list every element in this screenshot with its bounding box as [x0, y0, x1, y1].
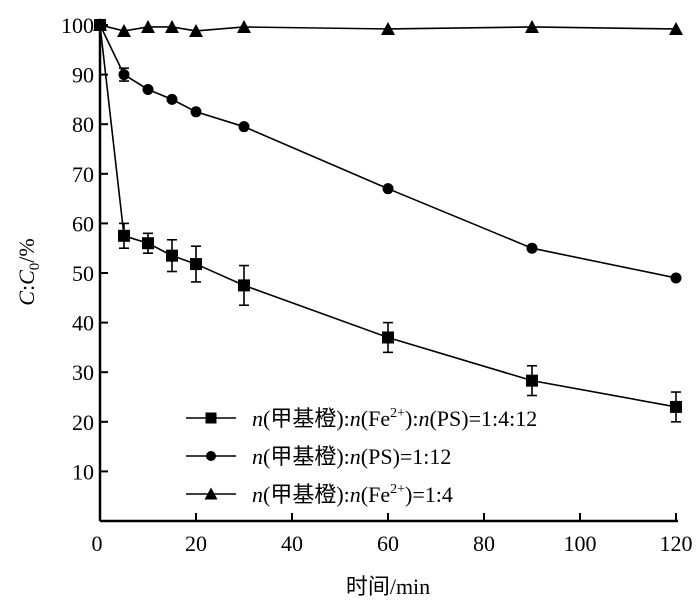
y-tick-label: 60: [72, 211, 94, 236]
triangle-marker: [381, 21, 395, 35]
legend: n(甲基橙):n(Fe2+):n(PS)=1:4:12n(甲基橙):n(PS)=…: [186, 406, 537, 507]
square-marker: [190, 258, 202, 271]
series-line: [99, 24, 677, 279]
x-tick-label: 120: [660, 531, 693, 556]
y-tick-label: 80: [72, 112, 94, 137]
y-tick-label: 90: [72, 63, 94, 88]
series-circle: [94, 19, 682, 284]
circle-marker: [382, 183, 394, 195]
square-marker: [382, 331, 394, 344]
legend-label: n(甲基橙):n(PS)=1:12: [252, 444, 451, 469]
circle-marker: [118, 69, 130, 81]
legend-label: n(甲基橙):n(Fe2+):n(PS)=1:4:12: [252, 406, 537, 431]
x-tick-label: 40: [281, 531, 303, 556]
circle-marker: [206, 451, 216, 461]
x-tick-label: 100: [564, 531, 597, 556]
square-marker: [238, 279, 250, 292]
legend-label-part: 2+: [390, 406, 405, 421]
legend-label-part: n: [350, 406, 361, 431]
legend-label-part: n: [418, 406, 429, 431]
y-tick-label: 100: [61, 13, 94, 38]
legend-label-part: )=1:4: [405, 482, 453, 507]
x-tick-label: 20: [185, 531, 207, 556]
legend-label-part: (甲基橙):: [263, 406, 350, 431]
legend-label-part: 2+: [390, 482, 405, 497]
series-triangle: [93, 18, 683, 37]
legend-label-part: n: [350, 482, 361, 507]
triangle-marker: [189, 23, 203, 37]
legend-label-part: n: [252, 406, 263, 431]
circle-marker: [190, 106, 202, 118]
triangle-marker: [669, 21, 683, 35]
square-marker: [526, 374, 538, 387]
square-marker: [166, 249, 178, 262]
legend-item: n(甲基橙):n(Fe2+)=1:4: [186, 482, 453, 507]
y-tick-label: 10: [72, 459, 94, 484]
y-label-part: /%: [14, 238, 39, 262]
x-axis-label: 时间/min: [346, 574, 430, 599]
y-tick-label: 40: [72, 311, 94, 336]
legend-label-part: ):: [405, 406, 418, 431]
triangle-marker: [93, 18, 107, 31]
x-tick-label: 0: [92, 531, 103, 556]
series-square: [94, 19, 682, 423]
legend-item: n(甲基橙):n(PS)=1:12: [186, 444, 451, 469]
y-tick-label: 20: [72, 410, 94, 435]
legend-label-part: n: [350, 444, 361, 469]
y-tick-label: 50: [72, 261, 94, 286]
legend-label-part: (Fe: [361, 406, 390, 431]
x-tick-label: 60: [377, 531, 399, 556]
y-axis-label: C:C0/%: [14, 238, 43, 305]
triangle-marker: [204, 487, 218, 500]
circle-marker: [670, 272, 682, 284]
y-label-part: C: [14, 291, 39, 306]
legend-label-part: n: [252, 482, 263, 507]
x-tick-label: 80: [473, 531, 495, 556]
legend-label-part: (PS)=1:12: [361, 444, 452, 469]
circle-marker: [238, 121, 250, 133]
circle-marker: [526, 242, 538, 254]
square-marker: [118, 229, 130, 242]
legend-label-part: (PS)=1:4:12: [429, 406, 537, 431]
square-marker: [205, 412, 217, 424]
axes: 0 20 40 60 80 100 120 10 20 30 40 50 60 70 80 90 100: [61, 13, 693, 556]
legend-label-part: (甲基橙):: [263, 482, 350, 507]
triangle-marker: [237, 19, 251, 33]
legend-label-part: (Fe: [361, 482, 390, 507]
legend-item: n(甲基橙):n(Fe2+):n(PS)=1:4:12: [186, 406, 537, 431]
triangle-marker: [165, 19, 179, 33]
y-tick-label: 30: [72, 360, 94, 385]
y-tick-label: 70: [72, 162, 94, 187]
y-label-part: C: [14, 270, 39, 285]
legend-label: n(甲基橙):n(Fe2+)=1:4: [252, 482, 453, 507]
square-marker: [670, 400, 682, 413]
legend-label-part: n: [252, 444, 263, 469]
circle-marker: [142, 83, 154, 95]
circle-marker: [166, 93, 178, 105]
y-label-part: :: [14, 285, 39, 291]
triangle-marker: [117, 23, 131, 37]
triangle-marker: [525, 19, 539, 33]
data-marks: [93, 18, 683, 423]
triangle-marker: [141, 19, 155, 33]
square-marker: [142, 237, 154, 250]
y-label-part: 0: [27, 263, 43, 271]
legend-label-part: (甲基橙):: [263, 444, 350, 469]
